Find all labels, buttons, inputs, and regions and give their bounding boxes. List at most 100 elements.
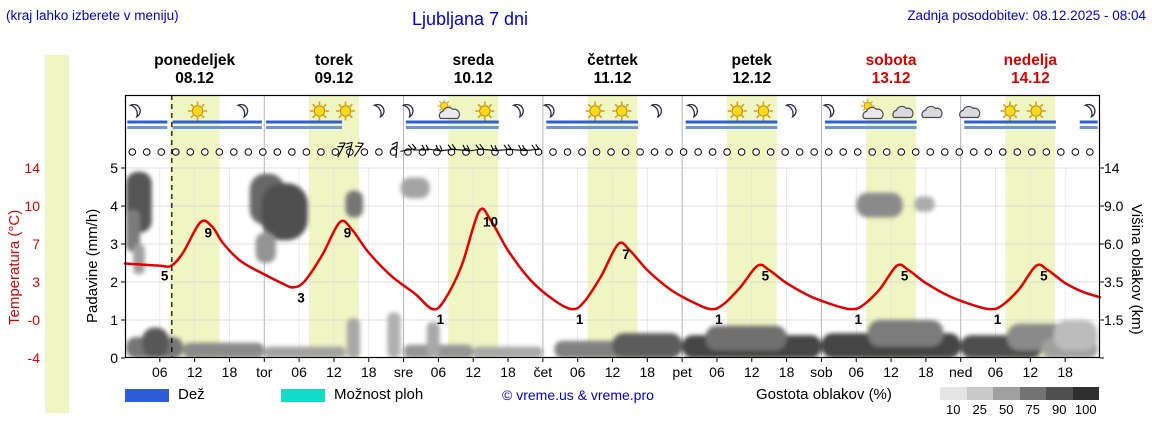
cloud-height-tick: 3.5 bbox=[1104, 274, 1124, 290]
x-axis-label: 12 bbox=[883, 364, 899, 380]
cloud-height-axis-label: Višina oblakov (km) bbox=[1128, 203, 1145, 335]
temperature-value-labels: 5 9 3 9 1 10 1 7 1 5 1 5 1 5 bbox=[161, 214, 1048, 327]
moon-icon bbox=[542, 103, 555, 119]
copyright-link[interactable]: © vreme.us & vreme.pro bbox=[502, 387, 654, 403]
temperature-value-label: 9 bbox=[204, 225, 212, 240]
rain-legend-label: Dež bbox=[178, 386, 205, 403]
day-header: ponedeljek 08.12 bbox=[154, 52, 235, 88]
moon-icon bbox=[822, 103, 835, 119]
wind-barb bbox=[439, 144, 457, 152]
x-axis-label: sob bbox=[810, 364, 833, 380]
density-value: 50 bbox=[999, 402, 1014, 417]
temperature-value-label: 9 bbox=[344, 225, 352, 240]
x-axis-label: 18 bbox=[360, 364, 377, 380]
temp-tick: 14 bbox=[24, 160, 40, 176]
wind-barb bbox=[345, 141, 353, 158]
wind-barb bbox=[467, 143, 484, 152]
sun-icon bbox=[727, 101, 747, 121]
density-box bbox=[1019, 387, 1046, 400]
temperature-value-label: 10 bbox=[483, 214, 498, 229]
day-name: nedelja bbox=[1003, 52, 1058, 69]
temperature-value-label: 7 bbox=[622, 247, 630, 262]
plot-border bbox=[124, 94, 1101, 359]
wind-barb bbox=[353, 142, 364, 157]
cloud-height-tick: 14 bbox=[1104, 160, 1120, 176]
rain-legend-swatch bbox=[125, 389, 169, 402]
menu-hint-text: (kraj lahko izberete v meniju) bbox=[6, 8, 179, 23]
day-date: 10.12 bbox=[453, 70, 493, 87]
page-title: Ljubljana 7 dni bbox=[411, 9, 529, 29]
moon-icon bbox=[401, 103, 414, 119]
sun-icon bbox=[309, 101, 329, 121]
density-value: 25 bbox=[972, 402, 987, 417]
day-header: petek 12.12 bbox=[732, 52, 773, 88]
density-box bbox=[966, 387, 993, 400]
showers-legend-swatch bbox=[281, 389, 325, 402]
density-value: 90 bbox=[1052, 402, 1067, 417]
sun-cloud-icon bbox=[861, 99, 884, 120]
cloud-height-tick: 9.0 bbox=[1104, 198, 1124, 214]
day-date: 12.12 bbox=[732, 70, 772, 87]
x-axis-label: 06 bbox=[430, 364, 447, 380]
sun-icon bbox=[612, 101, 632, 121]
sun-icon bbox=[336, 101, 356, 121]
precip-tick: 4 bbox=[110, 198, 118, 214]
wind-barbs bbox=[337, 141, 540, 159]
moon-icon bbox=[784, 103, 797, 119]
day-date: 09.12 bbox=[314, 70, 354, 87]
day-date: 14.12 bbox=[1010, 70, 1050, 87]
temp-tick: 7 bbox=[32, 236, 40, 252]
moon-icon bbox=[372, 103, 385, 119]
day-name: petek bbox=[731, 52, 773, 69]
wind-barb bbox=[400, 143, 417, 152]
x-axis-label: 06 bbox=[709, 364, 725, 380]
day-header: sobota 13.12 bbox=[866, 52, 917, 88]
cloud-icon bbox=[921, 105, 943, 119]
wind-barb bbox=[391, 141, 398, 159]
cloud-cover-circles bbox=[128, 148, 1094, 156]
precip-tick: 0 bbox=[110, 350, 118, 366]
x-axis-label: 06 bbox=[569, 364, 586, 380]
temperature-value-label: 5 bbox=[1040, 269, 1048, 284]
x-axis-label: čet bbox=[533, 364, 553, 380]
wind-barb bbox=[523, 144, 540, 152]
x-axis-label: 18 bbox=[500, 364, 516, 380]
x-axis-label: 06 bbox=[848, 364, 865, 380]
day-name: torek bbox=[314, 52, 353, 69]
cloud-density-legend-label: Gostota oblakov (%) bbox=[756, 386, 892, 403]
day-name: četrtek bbox=[587, 52, 638, 69]
temperature-value-label: 1 bbox=[576, 312, 584, 327]
x-axis-label: 12 bbox=[326, 364, 342, 380]
moon-icon bbox=[1083, 103, 1096, 119]
x-axis-label: 06 bbox=[987, 364, 1004, 380]
cloud-density-areas bbox=[126, 171, 1098, 358]
wind-barb bbox=[453, 144, 471, 152]
cloud-icon bbox=[892, 105, 914, 119]
x-axis-label: 18 bbox=[778, 364, 795, 380]
x-axis-label: tor bbox=[256, 364, 273, 380]
x-axis-label: 06 bbox=[291, 364, 307, 380]
moon-icon bbox=[650, 103, 662, 119]
meteogram-chart: 5 9 3 9 1 10 1 7 1 5 1 5 1 5 bbox=[121, 94, 1104, 362]
temp-tick: -0 bbox=[27, 312, 40, 328]
x-axis-label: 12 bbox=[465, 364, 481, 380]
x-axis-label: 12 bbox=[743, 364, 760, 380]
sun-icon bbox=[585, 101, 605, 121]
precip-tick: 2 bbox=[110, 274, 118, 290]
day-name: ponedeljek bbox=[154, 52, 236, 69]
showers-legend-label: Možnost ploh bbox=[334, 386, 424, 403]
sun-icon bbox=[753, 101, 773, 121]
x-axis-label: 12 bbox=[604, 364, 621, 380]
x-axis-label: sre bbox=[393, 364, 414, 380]
temperature-value-label: 1 bbox=[437, 312, 445, 327]
x-axis-label: 18 bbox=[221, 364, 238, 380]
sun-icon bbox=[1026, 101, 1046, 121]
sun-icon bbox=[188, 101, 208, 121]
day-date: 13.12 bbox=[871, 70, 911, 87]
x-axis-label: 18 bbox=[1057, 364, 1073, 380]
moon-icon bbox=[511, 103, 524, 119]
temperature-value-label: 5 bbox=[762, 269, 770, 284]
x-axis-label: ned bbox=[949, 364, 973, 380]
day-name: sreda bbox=[452, 52, 494, 69]
